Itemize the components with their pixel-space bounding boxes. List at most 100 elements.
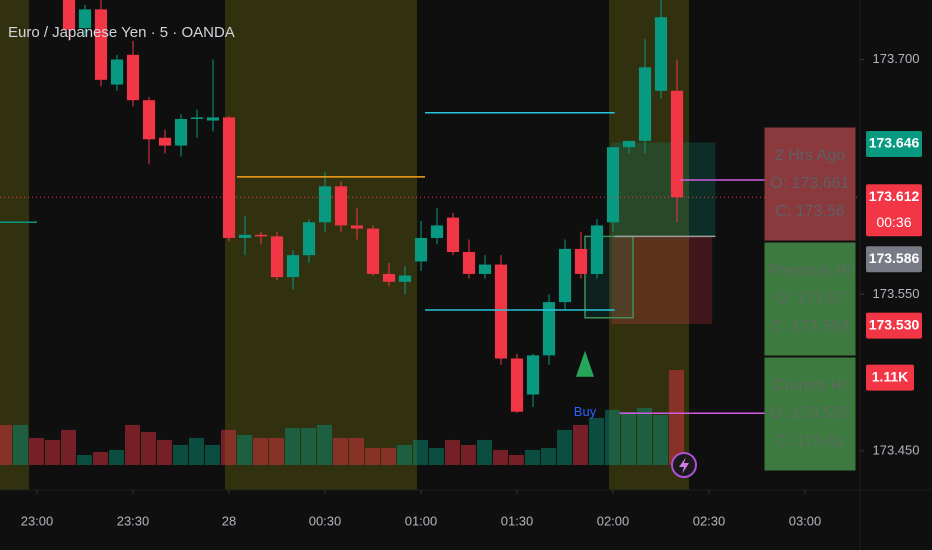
price-label: 173.646: [869, 135, 920, 151]
candle-body: [622, 140, 636, 148]
candle-body: [478, 264, 492, 274]
session-shade: [0, 0, 29, 490]
volume-bar: [93, 451, 108, 465]
candle-body: [638, 67, 652, 141]
candle-body: [590, 225, 604, 274]
volume-bar: [349, 437, 364, 465]
y-tick-label: 173.450: [873, 442, 920, 457]
volume-bar: [557, 429, 572, 465]
candle-body: [462, 252, 476, 274]
volume-bar: [653, 414, 668, 465]
info-box-title: Previous Hr: [768, 262, 852, 279]
price-label-box: [866, 131, 922, 158]
volume-bar: [205, 444, 220, 465]
info-box-close: C: 173.61: [775, 433, 844, 450]
y-tick-label: 173.700: [873, 51, 920, 66]
x-tick-label: 28: [222, 513, 236, 528]
overlay-layer: Buy 2 Hrs Ago O: 173.661 C: 173.56 Previous …: [0, 111, 860, 471]
volume-bar: [381, 447, 396, 465]
x-tick-label: 02:30: [693, 513, 726, 528]
volume-bar: [173, 444, 188, 465]
candle-body: [494, 264, 508, 359]
candle-body: [606, 147, 620, 223]
candle-body: [62, 0, 76, 30]
x-tick-label: 02:00: [597, 513, 630, 528]
price-label-box: [866, 184, 922, 237]
candle-body: [238, 234, 252, 238]
candle-body: [398, 275, 412, 282]
candle-body: [670, 90, 684, 198]
candle-body: [558, 248, 572, 303]
volume-bar: [285, 427, 300, 465]
volume-bar: [589, 417, 604, 465]
signal-label: Buy: [574, 404, 597, 419]
price-label-box: [866, 246, 922, 273]
volume-bar: [573, 424, 588, 465]
info-box-close: C: 173.56: [775, 203, 844, 220]
candle-body: [654, 17, 668, 91]
candle-body: [110, 59, 124, 85]
info-box: [764, 242, 856, 356]
buy-signal: [576, 350, 594, 377]
volume-bar: [29, 437, 44, 465]
zone-box: [611, 142, 716, 237]
volume-bar: [413, 439, 428, 465]
price-label: 173.612: [869, 188, 920, 204]
candle-body: [366, 228, 380, 274]
candle-body: [222, 117, 236, 238]
candle-body: [446, 217, 460, 253]
x-tick-label: 01:30: [501, 513, 534, 528]
candle-body: [270, 236, 284, 278]
x-tick-label: 00:30: [309, 513, 342, 528]
session-shade: [225, 0, 417, 490]
volume-bar: [125, 424, 140, 465]
candle-body: [206, 117, 220, 121]
x-tick-label: 23:30: [117, 513, 150, 528]
candle-body: [574, 248, 588, 274]
candle-body: [302, 222, 316, 256]
volume-bar: [269, 437, 284, 465]
candle-body: [190, 117, 204, 119]
volume-bar: [445, 439, 460, 465]
volume-bar: [637, 407, 652, 465]
info-box-open: O: 173.661: [770, 175, 849, 192]
volume-bar: [333, 437, 348, 465]
volume-bar: [0, 424, 12, 465]
volume-bar: [237, 434, 252, 465]
volume-bar: [77, 454, 92, 465]
info-box-open: O: 173.57: [775, 290, 845, 307]
volume-bar: [621, 411, 636, 465]
chart-title: Euro / Japanese Yen · 5 · OANDA: [8, 24, 235, 41]
volume-bar: [493, 449, 508, 465]
volume-bar: [429, 447, 444, 465]
volume-bar: [253, 437, 268, 465]
candle-body: [542, 302, 556, 356]
alert-bolt[interactable]: [679, 457, 689, 474]
alert-icon[interactable]: [671, 452, 697, 478]
volume-bar: [13, 424, 28, 465]
candle-body: [382, 273, 396, 282]
x-tick-label: 01:00: [405, 513, 438, 528]
volume-bar: [141, 431, 156, 465]
candle-layer: [62, 0, 684, 414]
volume-bar: [525, 449, 540, 465]
candle-body: [318, 186, 332, 223]
candle-body: [78, 9, 92, 29]
info-box: [764, 127, 856, 241]
candle-body: [350, 225, 364, 229]
zone-layer: [584, 142, 716, 325]
volume-bar: [669, 370, 684, 465]
candle-body: [526, 355, 540, 395]
volume-bar: [157, 439, 172, 465]
price-label: 173.530: [869, 316, 920, 332]
volume-bar: [109, 449, 124, 465]
volume-label-box: [866, 364, 914, 391]
candle-body: [158, 137, 172, 146]
volume-bar: [461, 444, 476, 465]
candle-body: [174, 118, 188, 146]
candle-body: [254, 234, 268, 237]
info-box: [764, 357, 856, 471]
volume-label: 1.11K: [872, 368, 909, 384]
